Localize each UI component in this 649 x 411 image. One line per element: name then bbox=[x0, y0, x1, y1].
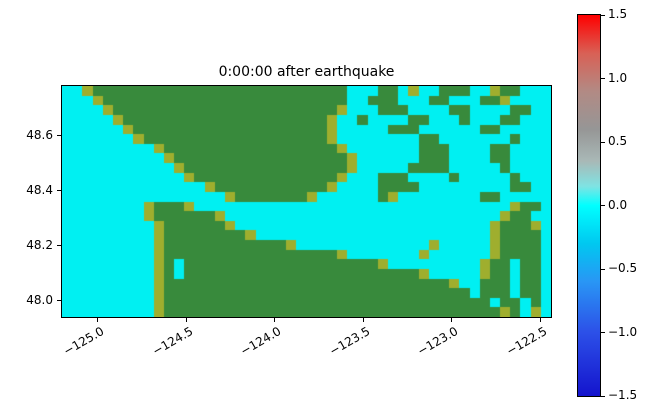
colorbar-tick-mark bbox=[601, 332, 605, 333]
colorbar-tick-label: 1.0 bbox=[608, 70, 628, 85]
colorbar-tick-mark bbox=[601, 395, 605, 397]
y-tick-mark bbox=[57, 190, 61, 191]
chart-title: 0:00:00 after earthquake bbox=[218, 64, 395, 80]
x-tick-label: −122.5 bbox=[503, 324, 550, 359]
y-tick-mark bbox=[57, 300, 61, 301]
x-tick-label: −123.5 bbox=[326, 324, 373, 359]
y-tick-label: 48.6 bbox=[26, 127, 53, 142]
x-tick-mark bbox=[274, 318, 276, 322]
y-tick-label: 48.4 bbox=[26, 182, 53, 197]
y-tick-label: 48.0 bbox=[26, 292, 53, 307]
colorbar-gradient bbox=[578, 15, 600, 396]
colorbar-tick-mark bbox=[601, 78, 605, 79]
plot-axes bbox=[61, 85, 552, 318]
colorbar-tick-label: −1.0 bbox=[608, 324, 638, 339]
colorbar-tick-mark bbox=[601, 205, 605, 206]
y-tick-label: 48.2 bbox=[26, 237, 53, 252]
colorbar-tick-label: −1.5 bbox=[608, 388, 638, 402]
x-tick-mark bbox=[451, 318, 453, 322]
y-tick-mark bbox=[57, 135, 61, 136]
colorbar-tick-label: 0.0 bbox=[608, 197, 628, 212]
heatmap-canvas bbox=[62, 86, 551, 317]
colorbar bbox=[577, 14, 601, 397]
x-tick-mark bbox=[362, 318, 364, 322]
x-tick-mark bbox=[96, 318, 98, 322]
x-tick-label: −124.0 bbox=[238, 324, 284, 359]
x-tick-label: −125.0 bbox=[60, 324, 107, 359]
colorbar-tick-mark bbox=[601, 14, 605, 16]
colorbar-tick-label: −0.5 bbox=[608, 261, 638, 275]
x-tick-mark bbox=[185, 318, 187, 322]
colorbar-tick-label: 0.5 bbox=[608, 134, 628, 148]
x-tick-mark bbox=[539, 318, 541, 322]
x-tick-label: −124.5 bbox=[149, 324, 196, 359]
colorbar-tick-mark bbox=[601, 268, 605, 270]
colorbar-tick-mark bbox=[601, 141, 605, 143]
colorbar-tick-label: 1.5 bbox=[608, 7, 628, 21]
x-tick-label: −123.0 bbox=[415, 324, 461, 359]
y-tick-mark bbox=[57, 245, 61, 246]
